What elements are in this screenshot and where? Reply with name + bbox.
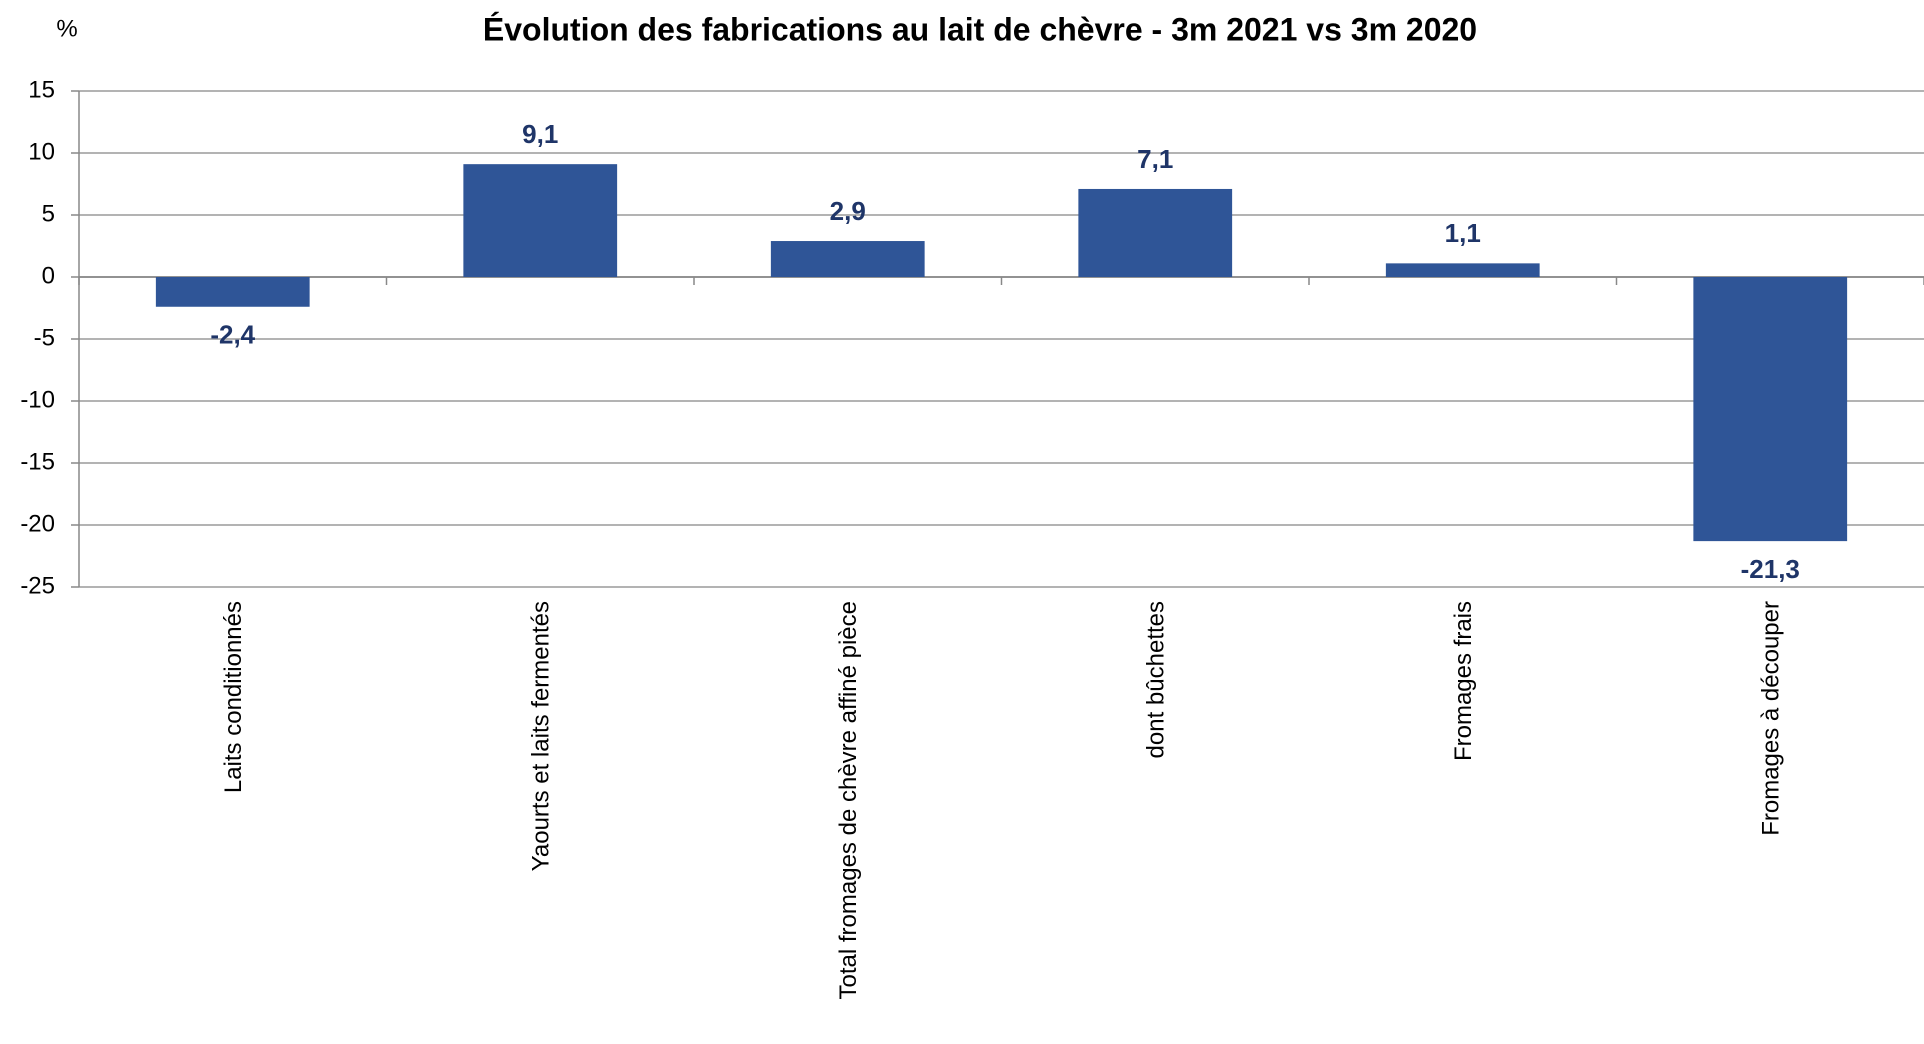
bar bbox=[463, 164, 618, 277]
x-tick-label: Fromages à découper bbox=[1758, 601, 1785, 836]
value-label: 1,1 bbox=[1445, 218, 1481, 248]
bar bbox=[1078, 188, 1233, 277]
bar bbox=[1693, 277, 1848, 542]
y-tick-label: 5 bbox=[42, 200, 55, 227]
x-tick-label: Total fromages de chèvre affiné pièce bbox=[835, 601, 862, 999]
value-label: -21,3 bbox=[1741, 554, 1800, 584]
y-tick-label: -15 bbox=[20, 448, 55, 475]
y-tick-label: 15 bbox=[28, 76, 55, 103]
x-tick-label: Laits conditionnés bbox=[220, 601, 247, 793]
y-tick-label: -20 bbox=[20, 510, 55, 537]
bar bbox=[770, 241, 925, 277]
value-label: 9,1 bbox=[522, 119, 558, 149]
y-axis-label: % bbox=[56, 15, 77, 42]
value-label: 2,9 bbox=[830, 196, 866, 226]
bar bbox=[1385, 263, 1540, 277]
y-tick-label: -10 bbox=[20, 386, 55, 413]
y-tick-label: 10 bbox=[28, 138, 55, 165]
x-tick-label: Fromages frais bbox=[1450, 601, 1477, 761]
y-tick-label: 0 bbox=[42, 262, 55, 289]
x-tick-label: Yaourts et laits fermentés bbox=[528, 601, 555, 871]
value-label: -2,4 bbox=[210, 320, 255, 350]
y-tick-label: -25 bbox=[20, 572, 55, 599]
y-tick-label: -5 bbox=[34, 324, 55, 351]
x-tick-label: dont bûchettes bbox=[1143, 601, 1170, 758]
chart-title: Évolution des fabrications au lait de ch… bbox=[483, 11, 1477, 47]
bar bbox=[155, 277, 310, 307]
value-label: 7,1 bbox=[1137, 144, 1173, 174]
